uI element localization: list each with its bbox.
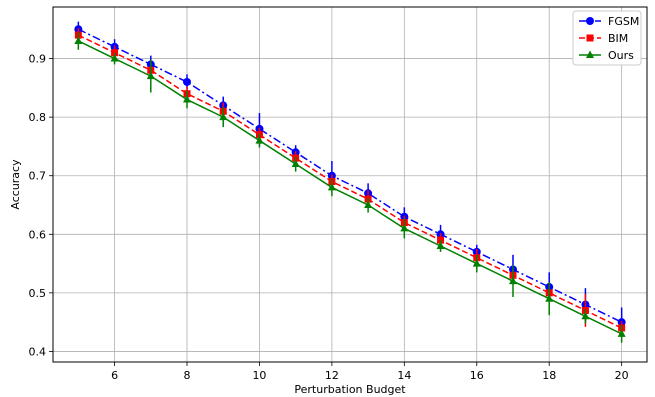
data-point-ours	[545, 294, 554, 302]
legend-label-bim: BIM	[608, 32, 628, 45]
data-point-ours	[581, 311, 590, 320]
data-point-ours	[364, 200, 373, 209]
legend-marker-bim	[586, 34, 594, 42]
data-point-ours	[146, 71, 155, 80]
y-axis-ticks: 0.4 0.5 0.6 0.7 0.8 0.9	[29, 53, 53, 358]
data-point-ours	[617, 329, 626, 337]
x-axis-ticks: 6 8 10 12 14 16 18 20	[111, 362, 629, 382]
y-tick-label: 0.9	[29, 53, 47, 66]
legend-marker-fgsm	[586, 17, 594, 25]
data-point-ours	[255, 136, 264, 144]
legend-label-ours: Ours	[608, 49, 634, 62]
legend: FGSM BIM Ours	[572, 10, 642, 66]
data-point-ours	[472, 259, 481, 267]
data-point-fgsm	[183, 77, 192, 86]
data-point-ours	[327, 182, 336, 191]
series-fgsm	[74, 21, 626, 337]
y-tick-label: 0.8	[29, 111, 47, 124]
x-tick-label: 16	[470, 369, 484, 382]
data-point-ours	[74, 36, 83, 44]
y-tick-label: 0.5	[29, 287, 47, 300]
series-line-fgsm	[78, 28, 622, 323]
series-line-ours	[78, 40, 622, 335]
x-tick-label: 6	[111, 369, 118, 382]
y-tick-label: 0.4	[29, 345, 47, 358]
y-tick-label: 0.7	[29, 170, 47, 183]
data-point-ours	[291, 159, 300, 167]
legend-label-fgsm: FGSM	[608, 15, 639, 28]
x-tick-label: 20	[615, 369, 629, 382]
x-axis-label: Perturbation Budget	[294, 383, 406, 396]
x-tick-label: 10	[252, 369, 266, 382]
series-layer	[74, 21, 626, 343]
series-line-bim	[78, 34, 622, 329]
x-tick-label: 14	[397, 369, 411, 382]
data-point-ours	[110, 54, 119, 62]
legend-marker-ours	[586, 50, 594, 58]
x-tick-label: 18	[542, 369, 556, 382]
y-tick-label: 0.6	[29, 228, 47, 241]
data-point-ours	[219, 112, 228, 121]
series-bim	[74, 28, 626, 336]
data-point-ours	[183, 95, 192, 103]
y-axis-label: Accuracy	[9, 159, 22, 210]
data-point-ours	[436, 241, 445, 250]
plot-frame	[52, 6, 648, 363]
data-point-ours	[400, 223, 409, 232]
x-tick-label: 8	[184, 369, 191, 382]
data-point-ours	[508, 276, 517, 285]
x-tick-label: 12	[325, 369, 339, 382]
series-ours	[74, 32, 626, 343]
